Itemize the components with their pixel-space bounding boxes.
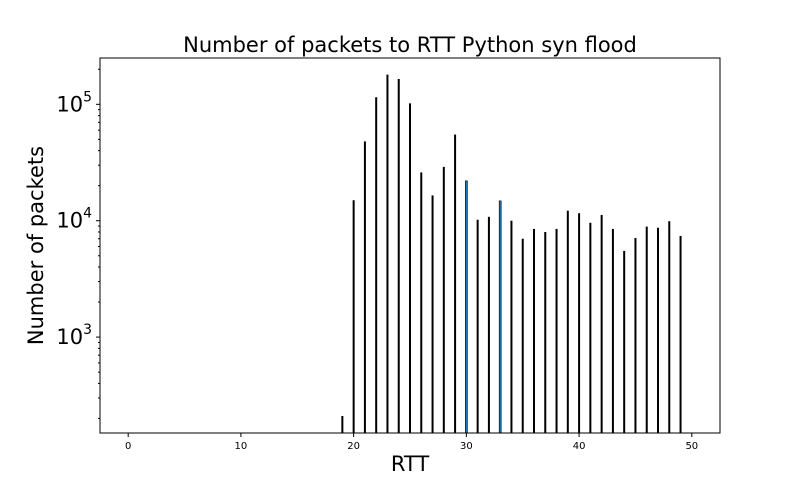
x-tick-label: 50 bbox=[685, 441, 698, 452]
y-axis: 103 104 105 bbox=[56, 68, 100, 419]
bar bbox=[555, 228, 558, 433]
y-tick-label: 104 bbox=[56, 206, 92, 233]
bar bbox=[420, 172, 423, 433]
bar bbox=[623, 250, 626, 433]
bar bbox=[375, 97, 378, 433]
y-tick-label: 105 bbox=[56, 89, 92, 116]
chart-title: Number of packets to RTT Python syn floo… bbox=[183, 33, 637, 57]
bar bbox=[487, 216, 490, 433]
bar bbox=[476, 219, 479, 433]
x-tick-label: 20 bbox=[347, 441, 360, 452]
bar bbox=[498, 200, 502, 434]
bar bbox=[600, 214, 603, 433]
bar bbox=[352, 200, 355, 433]
bar bbox=[645, 226, 648, 433]
plot-frame bbox=[99, 57, 721, 434]
x-tick-label: 40 bbox=[573, 441, 586, 452]
bar bbox=[442, 166, 445, 433]
bar bbox=[533, 228, 535, 433]
bar bbox=[634, 238, 637, 433]
bar bbox=[566, 210, 569, 433]
bar bbox=[454, 134, 457, 434]
y-axis-label: Number of packets bbox=[24, 146, 48, 345]
bar bbox=[510, 220, 513, 433]
x-axis-label: RTT bbox=[391, 452, 430, 476]
bar bbox=[544, 231, 547, 433]
bar bbox=[668, 221, 671, 433]
bar bbox=[341, 415, 344, 433]
bars-layer bbox=[341, 74, 682, 434]
x-tick-label: 0 bbox=[125, 441, 131, 452]
bar bbox=[465, 180, 468, 434]
bar bbox=[657, 227, 659, 433]
bar bbox=[521, 238, 524, 433]
y-tick-label: 103 bbox=[56, 322, 92, 349]
bar bbox=[578, 213, 581, 433]
bar bbox=[397, 79, 400, 433]
bar bbox=[386, 74, 389, 434]
bar bbox=[589, 222, 592, 433]
bar bbox=[431, 195, 434, 433]
bar bbox=[409, 103, 411, 433]
x-axis: 0 10 20 30 40 50 bbox=[125, 433, 698, 452]
bar bbox=[679, 235, 682, 433]
bar bbox=[363, 141, 366, 434]
x-tick-label: 30 bbox=[460, 441, 473, 452]
x-tick-label: 10 bbox=[235, 441, 248, 452]
bar bbox=[611, 228, 614, 433]
